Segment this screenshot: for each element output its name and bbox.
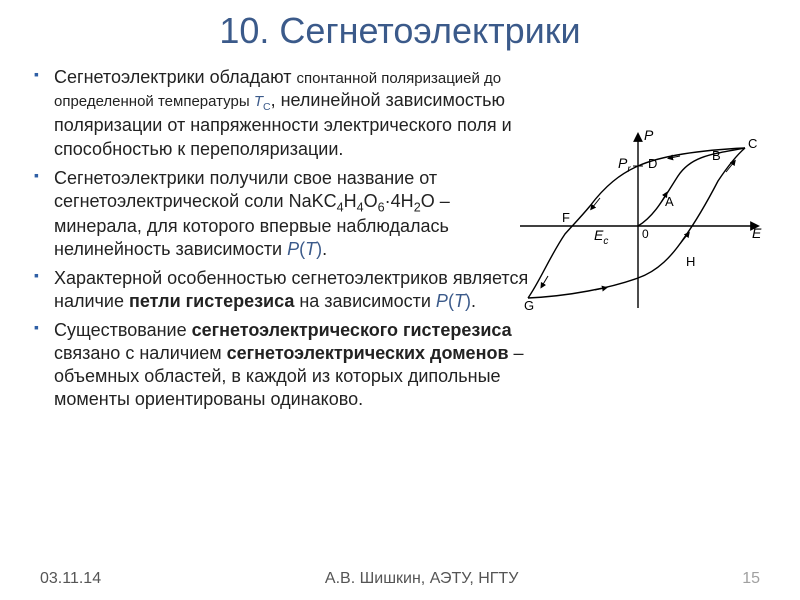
bullet-4: Существование сегнетоэлектрического гист… <box>52 319 534 411</box>
label-A: A <box>665 194 674 209</box>
slide-title: 10. Сегнетоэлектрики <box>30 10 770 52</box>
label-H: H <box>686 254 695 269</box>
b1-pre: Сегнетоэлектрики обладают <box>54 67 297 87</box>
arrow-lower2 <box>680 234 688 244</box>
b1-tc: TC <box>254 93 271 110</box>
b4-mid: связано с наличием <box>54 343 227 363</box>
f-d: O <box>364 191 378 211</box>
hysteresis-figure: P E 0 Pr Ec A B C D F G H <box>500 126 770 316</box>
slide: 10. Сегнетоэлектрики Сегнетоэлектрики об… <box>0 0 800 600</box>
pt-t2: T <box>454 291 465 311</box>
hysteresis-svg: P E 0 Pr Ec A B C D F G H <box>500 126 770 316</box>
b3-bold: петли гистерезиса <box>129 291 294 311</box>
f-g: O <box>421 191 435 211</box>
b4-pre: Существование <box>54 320 192 340</box>
label-G: G <box>524 298 534 313</box>
label-C: C <box>748 136 757 151</box>
b4-bold2: сегнетоэлектрических доменов <box>227 343 509 363</box>
pt-t: T <box>305 239 316 259</box>
label-Pr: Pr <box>618 155 631 175</box>
b3-post2: . <box>471 291 476 311</box>
label-E: E <box>752 225 762 241</box>
pt-p: P <box>287 239 299 259</box>
arrow-upper3 <box>542 276 548 286</box>
f-b: H <box>344 191 357 211</box>
b4-bold1: сегнетоэлектрического гистерезиса <box>192 320 512 340</box>
curve-upper <box>528 148 745 298</box>
label-Ec: Ec <box>594 227 608 247</box>
f-mid: ·4H <box>385 191 414 211</box>
label-P: P <box>644 127 654 143</box>
footer-date: 03.11.14 <box>40 570 101 588</box>
f-f: 2 <box>414 200 421 214</box>
b3-pt: P(T) <box>436 291 471 311</box>
label-B: B <box>712 148 721 163</box>
b2-post2: . <box>322 239 327 259</box>
curve-lower <box>528 148 745 298</box>
pt-p2: P <box>436 291 448 311</box>
content-area: Сегнетоэлектрики обладают спонтанной пол… <box>30 66 770 412</box>
f-a: 4 <box>337 200 344 214</box>
bullet-3: Характерной особенностью сегнетоэлектрик… <box>52 267 534 313</box>
footer-author: А.В. Шишкин, АЭТУ, НГТУ <box>325 570 518 588</box>
b2-pt: P(T) <box>287 239 322 259</box>
label-D: D <box>648 156 657 171</box>
f-e: 6 <box>378 200 385 214</box>
tc-sub: C <box>263 101 271 113</box>
footer: 03.11.14 А.В. Шишкин, АЭТУ, НГТУ 15 <box>0 570 800 588</box>
bullet-1: Сегнетоэлектрики обладают спонтанной пол… <box>52 66 534 161</box>
label-zero: 0 <box>642 227 649 241</box>
tc-t: T <box>254 93 263 110</box>
b3-post1: на зависимости <box>294 291 436 311</box>
footer-page: 15 <box>742 570 760 588</box>
label-F: F <box>562 210 570 225</box>
bullet-2: Сегнетоэлектрики получили свое название … <box>52 167 534 262</box>
f-c: 4 <box>357 200 364 214</box>
